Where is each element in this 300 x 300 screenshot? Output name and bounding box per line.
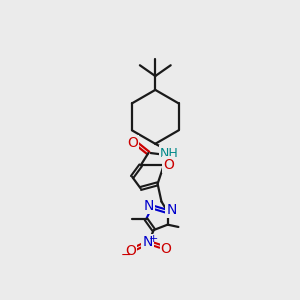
Text: O: O <box>160 242 172 256</box>
Text: O: O <box>127 136 138 150</box>
Text: N: N <box>166 203 177 217</box>
Text: +: + <box>148 234 158 244</box>
Text: NH: NH <box>160 146 178 160</box>
Text: N: N <box>142 236 153 249</box>
Text: −: − <box>121 249 131 262</box>
Text: O: O <box>125 244 136 258</box>
Text: O: O <box>163 158 174 172</box>
Text: N: N <box>143 199 154 213</box>
